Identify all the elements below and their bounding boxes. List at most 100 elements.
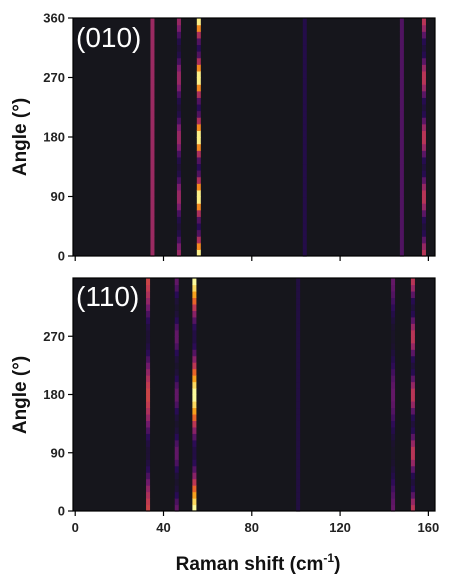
heatmap-cell-peak-1-row-5 xyxy=(174,472,179,480)
x-axis-title-close: ) xyxy=(334,554,340,575)
heatmap-cell-peak-1-row-6 xyxy=(174,465,179,473)
heatmap-cell-peak-0-row-13 xyxy=(146,420,151,428)
heatmap-cell-peak-5-row-4 xyxy=(410,478,415,486)
heatmap-cell-peak-1-row-1 xyxy=(174,498,179,506)
heatmap-cell-peak-1-row-0 xyxy=(176,249,181,257)
heatmap-cell-peak-4-row-25 xyxy=(399,84,404,92)
panel-110-label: (110) xyxy=(76,281,139,312)
heatmap-cell-peak-3-row-33 xyxy=(296,290,301,299)
heatmap-cell-peak-4-row-22 xyxy=(399,103,404,112)
heatmap-cell-peak-5-row-20 xyxy=(421,117,426,125)
heatmap-cell-peak-0-row-9 xyxy=(150,189,155,198)
heatmap-cell-peak-1-row-33 xyxy=(176,31,181,39)
heatmap-cell-peak-4-row-11 xyxy=(391,433,396,441)
heatmap-cell-peak-4-row-9 xyxy=(391,446,396,454)
heatmap-cell-peak-3-row-1 xyxy=(296,498,301,506)
heatmap-cell-peak-3-row-3 xyxy=(296,485,301,493)
heatmap-cell-peak-0-row-19 xyxy=(146,381,151,389)
y-tick-label: 180 xyxy=(43,130,65,145)
heatmap-cell-peak-0-row-22 xyxy=(146,362,151,370)
heatmap-cell-peak-3-row-29 xyxy=(302,57,307,65)
heatmap-cell-peak-1-row-3 xyxy=(174,485,179,493)
heatmap-cell-peak-5-row-19 xyxy=(410,381,415,389)
heatmap-cell-peak-3-row-10 xyxy=(302,183,307,191)
heatmap-cell-peak-2-row-27 xyxy=(192,329,197,337)
heatmap-cell-peak-3-row-11 xyxy=(296,433,301,441)
heatmap-cell-peak-4-row-26 xyxy=(391,336,396,344)
heatmap-cell-peak-0-row-32 xyxy=(146,297,151,305)
heatmap-cell-peak-0-row-28 xyxy=(146,323,151,331)
heatmap-cell-peak-1-row-24 xyxy=(176,90,181,98)
heatmap-cell-peak-5-row-24 xyxy=(421,90,426,98)
heatmap-cell-peak-5-row-24 xyxy=(410,349,415,357)
heatmap-cell-peak-2-row-28 xyxy=(196,64,201,72)
heatmap-cell-peak-5-row-14 xyxy=(421,156,426,165)
heatmap-cell-peak-3-row-13 xyxy=(296,420,301,428)
heatmap-cell-peak-0-row-16 xyxy=(150,143,155,151)
heatmap-cell-peak-4-row-21 xyxy=(399,110,404,118)
y-tick-label: 90 xyxy=(51,189,65,204)
heatmap-cell-peak-5-row-30 xyxy=(421,51,426,59)
heatmap-cell-peak-2-row-9 xyxy=(196,189,201,198)
heatmap-cell-peak-1-row-20 xyxy=(176,117,181,125)
heatmap-cell-peak-4-row-29 xyxy=(391,316,396,324)
heatmap-cell-peak-2-row-32 xyxy=(196,37,201,46)
heatmap-cell-peak-0-row-22 xyxy=(150,103,155,112)
heatmap-cell-peak-0-row-4 xyxy=(146,478,151,486)
x-tick-label: 120 xyxy=(329,520,351,535)
heatmap-cell-peak-1-row-26 xyxy=(174,336,179,344)
heatmap-cell-peak-4-row-19 xyxy=(399,123,404,131)
heatmap-cell-peak-5-row-11 xyxy=(421,176,426,184)
heatmap-cell-peak-0-row-1 xyxy=(150,242,155,250)
heatmap-cell-peak-5-row-12 xyxy=(421,170,426,178)
heatmap-cell-peak-3-row-32 xyxy=(296,297,301,305)
heatmap-cell-peak-3-row-22 xyxy=(296,362,301,370)
heatmap-cell-peak-5-row-18 xyxy=(410,388,415,396)
heatmap-cell-peak-3-row-5 xyxy=(296,472,301,480)
heatmap-cell-peak-2-row-31 xyxy=(192,303,197,311)
heatmap-cell-peak-4-row-6 xyxy=(399,209,404,217)
heatmap-cell-peak-0-row-14 xyxy=(146,413,151,421)
heatmap-cell-peak-1-row-12 xyxy=(174,426,179,434)
heatmap-cell-peak-5-row-13 xyxy=(410,420,415,428)
heatmap-cell-peak-3-row-4 xyxy=(296,478,301,486)
heatmap-cell-peak-1-row-7 xyxy=(174,459,179,467)
heatmap-cell-peak-0-row-31 xyxy=(150,44,155,52)
heatmap-cell-peak-0-row-20 xyxy=(146,375,151,383)
heatmap-cell-peak-0-row-29 xyxy=(150,57,155,65)
heatmap-cell-peak-1-row-8 xyxy=(174,452,179,460)
heatmap-cell-peak-4-row-35 xyxy=(391,278,396,286)
panel-010-frame xyxy=(72,17,436,257)
heatmap-cell-peak-1-row-29 xyxy=(176,57,181,65)
heatmap-cell-peak-0-row-33 xyxy=(146,290,151,299)
heatmap-cell-peak-0-row-35 xyxy=(146,278,151,286)
heatmap-cell-peak-4-row-28 xyxy=(399,64,404,72)
heatmap-cell-peak-5-row-7 xyxy=(421,203,426,211)
panel-010-y-axis-title: Angle (°) xyxy=(10,98,31,176)
heatmap-cell-peak-1-row-17 xyxy=(174,394,179,402)
heatmap-cell-peak-0-row-4 xyxy=(150,222,155,231)
heatmap-cell-peak-3-row-15 xyxy=(302,150,307,158)
heatmap-cell-peak-3-row-11 xyxy=(302,176,307,184)
heatmap-cell-peak-4-row-24 xyxy=(391,349,396,357)
heatmap-cell-peak-0-row-11 xyxy=(146,433,151,441)
heatmap-cell-peak-4-row-6 xyxy=(391,465,396,473)
heatmap-cell-peak-5-row-10 xyxy=(421,183,426,191)
heatmap-cell-peak-5-row-4 xyxy=(421,222,426,231)
heatmap-cell-peak-3-row-8 xyxy=(296,452,301,460)
heatmap-cell-peak-3-row-2 xyxy=(302,236,307,244)
heatmap-cell-peak-2-row-20 xyxy=(192,375,197,383)
heatmap-cell-peak-1-row-3 xyxy=(176,229,181,237)
heatmap-cell-peak-4-row-13 xyxy=(391,420,396,428)
heatmap-cell-peak-4-row-22 xyxy=(391,362,396,370)
heatmap-cell-peak-4-row-10 xyxy=(399,183,404,191)
x-axis-title-superscript: -1 xyxy=(323,551,334,565)
heatmap-cell-peak-4-row-32 xyxy=(399,37,404,46)
heatmap-cell-peak-0-row-0 xyxy=(146,504,151,512)
heatmap-cell-peak-3-row-7 xyxy=(302,203,307,211)
heatmap-cell-peak-3-row-24 xyxy=(296,349,301,357)
heatmap-cell-peak-3-row-12 xyxy=(296,426,301,434)
panel-110: (110) 0 90 180 270 0 40 80 120 160 Angle (°) xyxy=(10,277,439,535)
heatmap-cell-peak-3-row-1 xyxy=(302,242,307,250)
